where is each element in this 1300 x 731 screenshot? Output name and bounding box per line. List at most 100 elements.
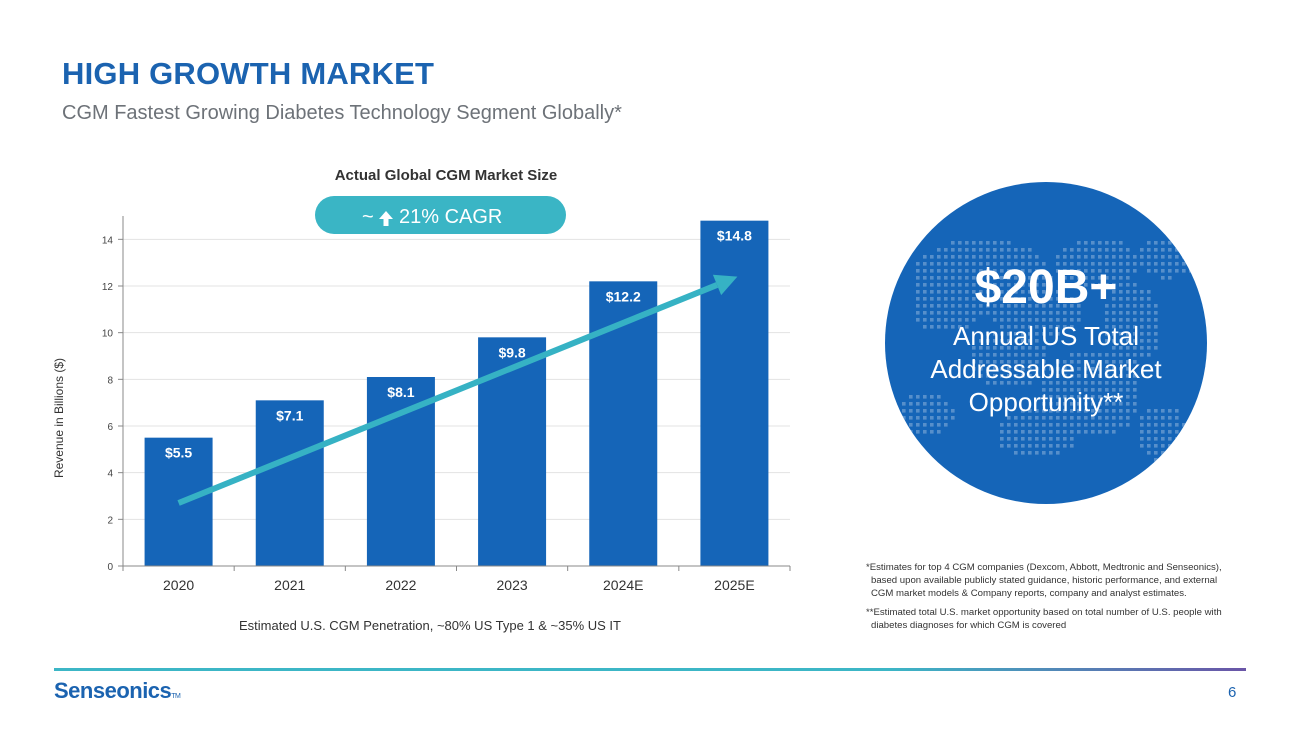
map-dot bbox=[1063, 304, 1067, 308]
map-dot bbox=[1035, 444, 1039, 448]
map-dot bbox=[1021, 255, 1025, 259]
map-dot bbox=[958, 290, 962, 294]
map-dot bbox=[1056, 367, 1060, 371]
map-dot bbox=[1028, 374, 1032, 378]
map-dot bbox=[1056, 290, 1060, 294]
map-dot bbox=[1105, 304, 1109, 308]
map-dot bbox=[1042, 388, 1046, 392]
map-dot bbox=[1063, 444, 1067, 448]
map-dot bbox=[993, 353, 997, 357]
map-dot bbox=[1112, 430, 1116, 434]
map-dot bbox=[986, 283, 990, 287]
map-dot bbox=[1133, 311, 1137, 315]
map-dot bbox=[1063, 374, 1067, 378]
map-dot bbox=[1014, 374, 1018, 378]
map-dot bbox=[1000, 367, 1004, 371]
y-tick-label: 2 bbox=[107, 515, 113, 526]
map-dot bbox=[1077, 360, 1081, 364]
map-dot bbox=[1098, 262, 1102, 266]
page-title: HIGH GROWTH MARKET bbox=[62, 56, 435, 91]
map-dot bbox=[1056, 255, 1060, 259]
description-line-2: Addressable Market bbox=[930, 354, 1162, 384]
map-dot bbox=[1014, 451, 1018, 455]
map-dot bbox=[979, 248, 983, 252]
map-dot bbox=[1147, 339, 1151, 343]
map-dot bbox=[1084, 374, 1088, 378]
map-dot bbox=[1000, 360, 1004, 364]
map-dot bbox=[951, 283, 955, 287]
map-dot bbox=[1056, 451, 1060, 455]
chart-title: Actual Global CGM Market Size bbox=[335, 167, 558, 184]
map-dot bbox=[1147, 451, 1151, 455]
map-dot bbox=[1042, 444, 1046, 448]
map-dot bbox=[1133, 318, 1137, 322]
map-dot bbox=[1077, 367, 1081, 371]
map-dot bbox=[1014, 255, 1018, 259]
map-dot bbox=[1112, 388, 1116, 392]
map-dot bbox=[1154, 423, 1158, 427]
map-dot bbox=[965, 283, 969, 287]
map-dot bbox=[951, 311, 955, 315]
map-dot bbox=[1063, 367, 1067, 371]
map-dot bbox=[1154, 332, 1158, 336]
map-dot bbox=[1014, 353, 1018, 357]
map-dot bbox=[1105, 241, 1109, 245]
map-dot bbox=[958, 318, 962, 322]
map-dot bbox=[1049, 290, 1053, 294]
map-dot bbox=[1056, 318, 1060, 322]
map-dot bbox=[923, 395, 927, 399]
map-dot bbox=[1147, 248, 1151, 252]
map-dot bbox=[916, 430, 920, 434]
map-dot bbox=[1049, 381, 1053, 385]
map-dot bbox=[1140, 248, 1144, 252]
map-dot bbox=[1140, 444, 1144, 448]
map-dot bbox=[1056, 395, 1060, 399]
map-dot bbox=[951, 241, 955, 245]
map-dot bbox=[1056, 402, 1060, 406]
map-dot bbox=[1154, 318, 1158, 322]
map-dot bbox=[1091, 416, 1095, 420]
map-dot bbox=[1112, 269, 1116, 273]
map-dot bbox=[916, 283, 920, 287]
bar-data-label: $8.1 bbox=[387, 384, 414, 400]
map-dot bbox=[930, 416, 934, 420]
cagr-text: 21% CAGR bbox=[399, 206, 502, 228]
map-dot bbox=[1105, 388, 1109, 392]
map-dot bbox=[1077, 409, 1081, 413]
map-dot bbox=[1133, 395, 1137, 399]
map-dot bbox=[1112, 297, 1116, 301]
map-dot bbox=[1007, 353, 1011, 357]
map-dot bbox=[1000, 346, 1004, 350]
market-size-figure: $20B+ bbox=[974, 261, 1118, 314]
map-dot bbox=[923, 297, 927, 301]
map-dot bbox=[1063, 402, 1067, 406]
map-dot bbox=[937, 248, 941, 252]
map-dot bbox=[1140, 311, 1144, 315]
map-dot bbox=[958, 325, 962, 329]
map-dot bbox=[951, 318, 955, 322]
map-dot bbox=[1056, 374, 1060, 378]
map-dot bbox=[965, 290, 969, 294]
map-dot bbox=[937, 325, 941, 329]
map-dot bbox=[1035, 262, 1039, 266]
footnotes: *Estimates for top 4 CGM companies (Dexc… bbox=[866, 561, 1226, 638]
bar-chart: Actual Global CGM Market Size ~ 21% CAGR… bbox=[52, 167, 791, 633]
map-dot bbox=[909, 395, 913, 399]
map-dot bbox=[916, 402, 920, 406]
map-dot bbox=[1105, 276, 1109, 280]
map-dot bbox=[1105, 325, 1109, 329]
map-dot bbox=[958, 262, 962, 266]
map-dot bbox=[1154, 409, 1158, 413]
map-dot bbox=[1014, 311, 1018, 315]
map-dot bbox=[993, 290, 997, 294]
map-dot bbox=[958, 276, 962, 280]
map-dot bbox=[986, 255, 990, 259]
map-dot bbox=[944, 269, 948, 273]
map-dot bbox=[1147, 262, 1151, 266]
map-dot bbox=[1168, 423, 1172, 427]
map-dot bbox=[944, 297, 948, 301]
map-dot bbox=[1021, 290, 1025, 294]
map-dot bbox=[1042, 346, 1046, 350]
map-dot bbox=[965, 325, 969, 329]
map-dot bbox=[1126, 416, 1130, 420]
